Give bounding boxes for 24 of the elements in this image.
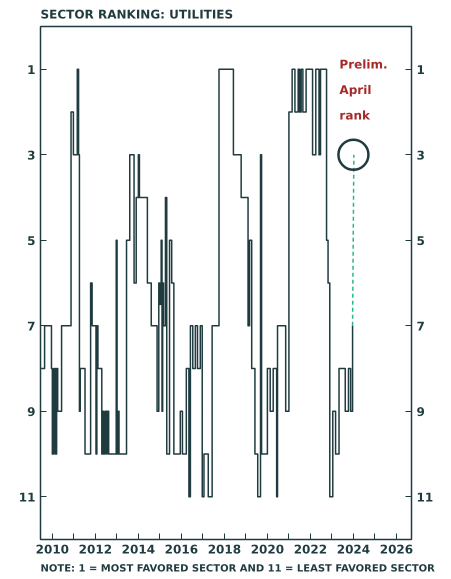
annotation: Prelim. April rank	[339, 57, 388, 123]
y-tick-label: 11	[18, 490, 36, 504]
text: NOTE: 1 = MOST FAVORED SECTOR AND 11 = LEAST FAVORED SECTOR	[40, 564, 436, 574]
y2-tick-label: 1	[416, 62, 425, 77]
y2-tick-label: 3	[416, 148, 425, 162]
y2-tick-label: 11	[416, 490, 434, 504]
x-tick-label: 2014	[122, 542, 156, 556]
y-tick-label: 1	[27, 62, 36, 77]
x-tick-label: 2020	[250, 542, 284, 556]
x-tick-label: 2018	[208, 542, 242, 556]
x-tick-label: 2010	[36, 542, 70, 556]
x-tick-label: 2012	[78, 542, 112, 556]
chart-title: SECTOR RANKING: UTILITIES	[40, 8, 234, 22]
y-tick-label: 5	[27, 234, 36, 248]
y-tick-label: 7	[27, 319, 36, 334]
x-tick-label: 2016	[164, 542, 198, 556]
y2-tick-label: 5	[416, 234, 425, 248]
x-tick-label: 2024	[336, 542, 370, 556]
x-tick-label: 2022	[294, 542, 328, 556]
y-tick-label: 3	[27, 148, 36, 162]
x-tick-label: 2026	[380, 542, 414, 556]
y2-tick-label: 9	[416, 404, 425, 419]
y-tick-label: 9	[27, 404, 36, 419]
y2-tick-label: 7	[416, 319, 425, 334]
